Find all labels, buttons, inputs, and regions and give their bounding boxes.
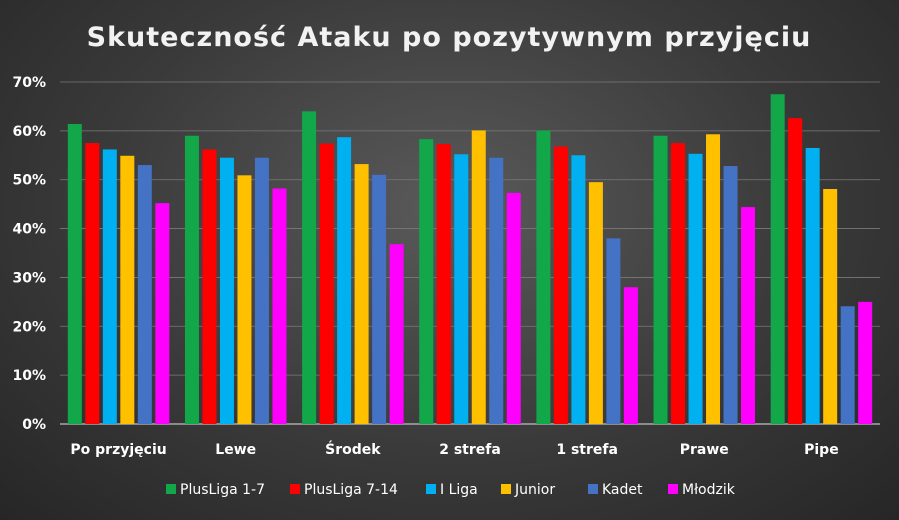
legend-swatch xyxy=(588,484,598,494)
chart-title: Skuteczność Ataku po pozytywnym przyjęci… xyxy=(87,22,812,53)
bar-kadet-4 xyxy=(606,238,621,424)
x-tick-label: 1 strefa xyxy=(556,442,618,458)
bar-junior-0 xyxy=(120,155,135,424)
bar-i-liga-3 xyxy=(454,154,469,424)
gridlines xyxy=(60,81,880,425)
legend-swatch xyxy=(166,484,176,494)
bar-junior-1 xyxy=(237,175,252,424)
legend-label: Kadet xyxy=(602,482,643,498)
x-tick-label: Środek xyxy=(325,440,381,458)
y-tick-label: 10% xyxy=(12,368,46,384)
x-axis: Po przyjęciu Lewe Środek 2 strefa 1 strefa Pr… xyxy=(70,440,838,458)
bar-m-odzik-1 xyxy=(272,188,287,424)
bar-i-liga-2 xyxy=(337,137,352,425)
bar-kadet-1 xyxy=(254,157,269,424)
bar-kadet-5 xyxy=(723,166,738,424)
bar-plusliga-7-14-6 xyxy=(788,118,803,424)
bar-plusliga-7-14-0 xyxy=(85,143,100,425)
bar-kadet-2 xyxy=(372,174,387,424)
bar-m-odzik-3 xyxy=(506,192,521,424)
bar-m-odzik-4 xyxy=(623,287,638,424)
bar-kadet-3 xyxy=(489,157,504,424)
bar-plusliga-1-7-4 xyxy=(536,130,551,424)
bar-m-odzik-6 xyxy=(858,301,873,424)
legend-swatch xyxy=(426,484,436,494)
bar-plusliga-7-14-5 xyxy=(671,143,686,425)
x-tick-label: 2 strefa xyxy=(439,442,501,458)
y-tick-label: 20% xyxy=(12,319,46,335)
y-tick-label: 30% xyxy=(12,270,46,286)
bar-plusliga-1-7-0 xyxy=(67,124,82,424)
bar-junior-6 xyxy=(823,188,838,424)
legend-label: PlusLiga 7-14 xyxy=(304,482,398,498)
x-tick-label: Lewe xyxy=(215,442,256,458)
legend-label: PlusLiga 1-7 xyxy=(180,482,265,498)
bar-m-odzik-0 xyxy=(155,203,170,424)
bar-plusliga-7-14-4 xyxy=(553,146,568,424)
legend-label: Młodzik xyxy=(682,482,736,498)
bar-plusliga-7-14-2 xyxy=(319,143,334,424)
bar-junior-2 xyxy=(354,164,369,424)
bar-kadet-6 xyxy=(840,306,855,424)
bar-junior-4 xyxy=(588,182,603,424)
bar-plusliga-1-7-2 xyxy=(302,111,317,425)
bar-plusliga-7-14-3 xyxy=(436,144,451,424)
legend-swatch xyxy=(501,484,511,494)
bar-m-odzik-2 xyxy=(389,244,404,424)
bar-i-liga-0 xyxy=(102,149,117,424)
bar-i-liga-1 xyxy=(219,157,234,424)
bar-i-liga-6 xyxy=(805,147,820,424)
x-tick-label: Pipe xyxy=(804,442,839,458)
legend-swatch xyxy=(290,484,300,494)
y-tick-label: 40% xyxy=(12,222,46,238)
y-tick-label: 50% xyxy=(12,173,46,189)
bar-kadet-0 xyxy=(137,165,152,425)
bar-plusliga-1-7-6 xyxy=(770,94,785,424)
legend-label: Junior xyxy=(514,482,555,498)
bar-junior-3 xyxy=(471,130,486,424)
bars xyxy=(67,94,873,425)
legend-label: I Liga xyxy=(440,482,478,498)
bar-i-liga-5 xyxy=(688,153,703,424)
x-tick-label: Po przyjęciu xyxy=(70,442,166,458)
bar-plusliga-1-7-1 xyxy=(184,135,199,424)
y-tick-label: 70% xyxy=(12,75,46,91)
y-tick-label: 60% xyxy=(12,124,46,140)
bar-i-liga-4 xyxy=(571,155,586,425)
bar-plusliga-7-14-1 xyxy=(202,149,217,424)
bar-junior-5 xyxy=(706,134,721,424)
bar-plusliga-1-7-3 xyxy=(419,139,434,425)
legend: PlusLiga 1-7 PlusLiga 7-14 I Liga Junior Kad… xyxy=(166,482,736,498)
bar-m-odzik-5 xyxy=(741,207,756,424)
y-axis: 0% 10% 20% 30% 40% 50% 60% 70% xyxy=(12,75,46,433)
x-tick-label: Prawe xyxy=(680,442,729,458)
bar-plusliga-1-7-5 xyxy=(653,135,668,424)
legend-swatch xyxy=(668,484,678,494)
y-tick-label: 0% xyxy=(22,417,46,433)
